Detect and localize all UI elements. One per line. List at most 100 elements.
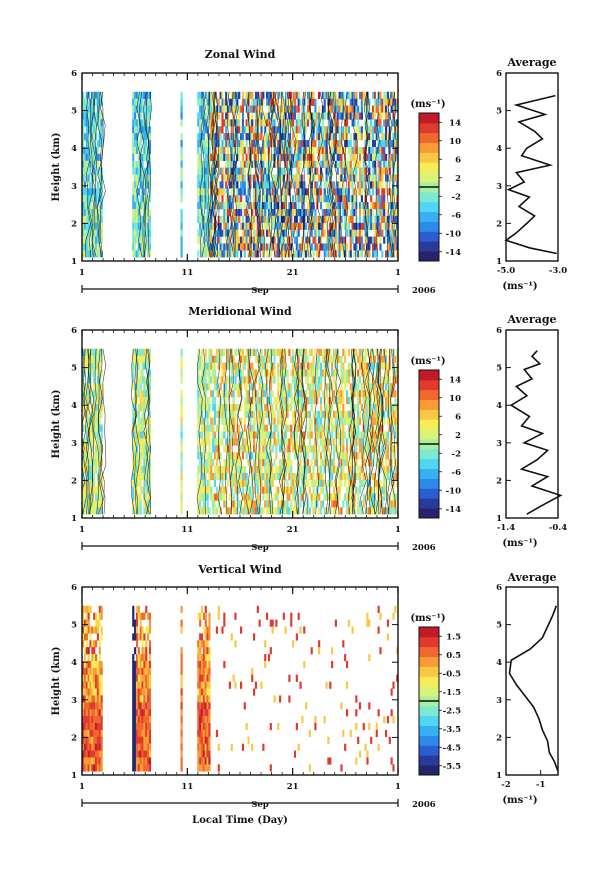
zonal-wind-cell [95, 215, 98, 224]
zonal-wind-cell [83, 119, 87, 127]
zonal-wind-cell [236, 208, 239, 217]
meridional-wind-cell [260, 438, 263, 446]
meridional-wind-cell [204, 348, 207, 356]
meridional-wind-cell [213, 438, 217, 446]
zonal-wind-cell [226, 202, 230, 210]
meridional-wind-cell [271, 472, 274, 481]
zonal-wind-cell [351, 119, 354, 127]
zonal-wind-cell [83, 133, 87, 141]
zonal-wind-cell [262, 236, 265, 244]
meridional-wind-cell [232, 383, 235, 391]
zonal-wind-contour [364, 91, 371, 258]
zonal-wind-cell [286, 250, 289, 258]
meridional-wind-cell [264, 452, 267, 460]
meridional-wind-cell [321, 445, 324, 453]
meridional-wind-cell [264, 355, 267, 363]
zonal-wind-cell [225, 140, 228, 148]
meridional-wind-cell [200, 348, 204, 356]
meridional-wind-cell [388, 376, 391, 384]
zonal-wind-cell [303, 126, 306, 134]
meridional-wind-cell [269, 397, 272, 405]
meridional-wind-cell [180, 479, 183, 487]
zonal-wind-cell [208, 146, 211, 155]
zonal-wind-cell [273, 91, 276, 99]
meridional-wind-cell [206, 369, 209, 377]
meridional-wind-cell [143, 390, 146, 398]
zonal-wind-cell [82, 236, 85, 244]
meridional-wind-cell [314, 397, 317, 405]
meridional-wind-cell [262, 459, 265, 467]
zonal-wind-cell [293, 250, 297, 258]
zonal-wind-cell [394, 236, 397, 244]
zonal-wind-contour [200, 91, 206, 258]
zonal-wind-cell [87, 153, 90, 162]
meridional-wind-cell [180, 472, 183, 481]
meridional-wind-cell [316, 424, 319, 432]
zonal-wind-cell [282, 250, 285, 258]
meridional-wind-cell [100, 507, 103, 515]
zonal-wind-cell [210, 91, 213, 99]
zonal-wind-cell [353, 195, 356, 203]
meridional-wind-cell [223, 369, 226, 377]
meridional-wind-cell [277, 376, 280, 384]
meridional-wind-cell [249, 452, 252, 460]
zonal-wind-cell [279, 91, 282, 99]
meridional-wind-cell [141, 486, 144, 494]
zonal-wind-cell [225, 133, 228, 141]
zonal-wind-cell [202, 98, 205, 106]
zonal-wind-cell [251, 140, 254, 148]
meridional-wind-cell [319, 500, 323, 508]
zonal-wind-cell [284, 222, 287, 230]
zonal-wind-cell [321, 229, 324, 237]
zonal-wind-cell [210, 195, 213, 203]
zonal-wind-cell [238, 140, 241, 148]
zonal-wind-cell [384, 215, 388, 224]
zonal-wind-cell [206, 195, 209, 203]
meridional-wind-cell [96, 424, 100, 432]
meridional-wind-cell [347, 397, 350, 405]
meridional-wind-cell [394, 424, 397, 432]
meridional-wind-cell [314, 348, 317, 356]
meridional-wind-cell [279, 348, 282, 356]
zonal-wind-cell [280, 119, 284, 127]
zonal-wind-cell [381, 195, 384, 203]
meridional-wind-cell [206, 431, 209, 439]
zonal-wind-cell [206, 119, 209, 127]
meridional-wind-cell [258, 417, 261, 425]
meridional-wind-cell [147, 479, 150, 487]
meridional-wind-cell [87, 417, 90, 425]
zonal-wind-cell [83, 243, 87, 251]
meridional-wind-cell [215, 383, 218, 391]
meridional-wind-cell [215, 452, 218, 460]
zonal-wind-cell [100, 215, 103, 224]
zonal-wind-cell [273, 140, 276, 148]
meridional-wind-cell [271, 376, 274, 384]
meridional-wind-cell [314, 424, 317, 432]
meridional-wind-cell [340, 452, 343, 460]
meridional-wind-cell [366, 410, 369, 419]
meridional-wind-cell [238, 424, 241, 432]
meridional-wind-cell [288, 383, 291, 391]
meridional-wind-cell [96, 500, 100, 508]
meridional-wind-cell [336, 390, 339, 398]
meridional-wind-cell [85, 431, 88, 439]
zonal-wind-cell [85, 133, 88, 141]
meridional-wind-cell [303, 355, 306, 363]
zonal-wind-cell [277, 133, 280, 141]
zonal-wind-cell [349, 236, 352, 244]
meridional-wind-cell [282, 445, 285, 453]
meridional-wind-cell [89, 424, 92, 432]
meridional-wind-cell [269, 465, 272, 474]
zonal-wind-cell [338, 133, 341, 141]
zonal-wind-cell [251, 119, 254, 127]
meridional-wind-cell [344, 472, 347, 481]
zonal-wind-cell [267, 119, 271, 127]
meridional-wind-cell [355, 445, 358, 453]
zonal-wind-cell [225, 195, 228, 203]
zonal-wind-cell [366, 105, 369, 113]
meridional-wind-cell [258, 500, 261, 508]
zonal-wind-cell [358, 181, 362, 189]
zonal-wind-cell [390, 188, 393, 196]
meridional-wind-cell [271, 465, 274, 474]
meridional-wind-cell [295, 397, 298, 405]
